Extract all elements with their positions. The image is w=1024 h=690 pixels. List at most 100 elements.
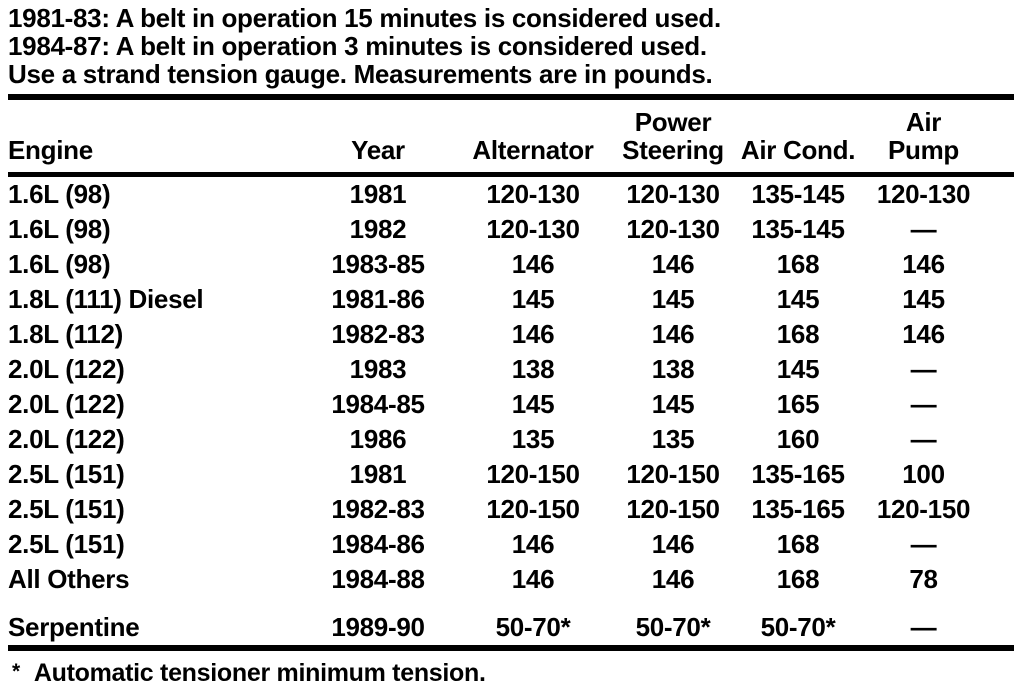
- table-cell: 1981: [349, 179, 407, 209]
- table-cell: 135: [511, 424, 555, 454]
- table-cell: —: [910, 424, 937, 454]
- table-row: 1.8L (112) 1982-83 146 146 168 146: [8, 317, 1014, 352]
- note-prefix-1: 1981-83:: [8, 3, 110, 33]
- table-cell: 120-150: [626, 494, 720, 524]
- table-cell: 50-70*: [760, 612, 836, 642]
- table-cell: 1982: [349, 214, 407, 244]
- table-cell: 1981-86: [331, 284, 425, 314]
- table-cell: 135: [651, 424, 695, 454]
- table-cell: Serpentine: [8, 612, 140, 642]
- table-cell: —: [910, 612, 937, 642]
- table-cell: 146: [651, 564, 695, 594]
- table-cell: 146: [651, 249, 695, 279]
- table-cell: 50-70*: [495, 612, 571, 642]
- table-cell: 145: [651, 389, 695, 419]
- note-line-1: 1981-83: A belt in operation 15 minutes …: [8, 4, 1014, 32]
- table-cell: 135-145: [751, 214, 845, 244]
- table-cell: 1.8L (111) Diesel: [8, 284, 204, 314]
- table-cell: 1984-86: [331, 529, 425, 559]
- table-cell: 1982-83: [331, 319, 425, 349]
- table-cell: 160: [776, 424, 820, 454]
- table-cell: 145: [511, 389, 555, 419]
- table-row: 2.0L (122) 1984-85 145 145 165 —: [8, 387, 1014, 422]
- note-line-2: 1984-87: A belt in operation 3 minutes i…: [8, 32, 1014, 60]
- table-cell: 145: [651, 284, 695, 314]
- table-cell: 1984-85: [331, 389, 425, 419]
- table-cell: 120-150: [876, 494, 971, 524]
- footnote: * Automatic tensioner minimum tension.: [8, 658, 1014, 687]
- note-text-1: A belt in operation 15 minutes is consid…: [115, 3, 722, 33]
- belt-tension-table: Engine Year Alternator Power Steering Air Con…: [8, 94, 1014, 651]
- table-cell: 1983-85: [331, 249, 425, 279]
- footnote-star: *: [12, 660, 20, 683]
- table-cell: 2.5L (151): [8, 494, 125, 524]
- table-cell: 120-150: [486, 459, 580, 489]
- table-cell: 2.0L (122): [8, 389, 125, 419]
- table-cell: 2.0L (122): [8, 424, 125, 454]
- table-cell: 1.6L (98): [8, 214, 111, 244]
- table-row: 2.5L (151) 1984-86 146 146 168 —: [8, 527, 1014, 562]
- table-cell: —: [910, 354, 937, 384]
- table-cell: 1.8L (112): [8, 319, 124, 349]
- table-cell: 146: [511, 564, 555, 594]
- table-cell: 120-130: [876, 179, 971, 209]
- table-cell: 120-130: [486, 214, 580, 244]
- note-prefix-2: 1984-87:: [8, 31, 110, 61]
- table-cell: 1983: [349, 354, 407, 384]
- table-cell: 135-145: [751, 179, 845, 209]
- table-row: 1.6L (98) 1983-85 146 146 168 146: [8, 247, 1014, 282]
- table-row: 2.0L (122) 1983 138 138 145 —: [8, 352, 1014, 387]
- table-cell: —: [910, 529, 937, 559]
- table-cell: 2.0L (122): [8, 354, 125, 384]
- table-body: 1.6L (98) 1981 120-130 120-130 135-145 120-13…: [8, 175, 1014, 649]
- table-cell: 146: [651, 529, 695, 559]
- note-text-2: A belt in operation 3 minutes is conside…: [115, 31, 707, 61]
- table-row: 1.8L (111) Diesel 1981-86 145 145 145 145: [8, 282, 1014, 317]
- table-cell: 1982-83: [331, 494, 425, 524]
- table-cell: 1.6L (98): [8, 249, 111, 279]
- table-row: 1.6L (98) 1981 120-130 120-130 135-145 120-13…: [8, 175, 1014, 213]
- table-cell: 146: [651, 319, 695, 349]
- table-cell: 120-130: [626, 179, 720, 209]
- table-cell: 145: [776, 354, 820, 384]
- table-cell: 120-150: [626, 459, 720, 489]
- table-cell: —: [910, 389, 937, 419]
- table-cell: 138: [511, 354, 555, 384]
- table-cell: 1.6L (98): [8, 179, 111, 209]
- table-cell: 2.5L (151): [8, 529, 125, 559]
- table-row: 2.0L (122) 1986 135 135 160 —: [8, 422, 1014, 457]
- table-cell: 2.5L (151): [8, 459, 125, 489]
- table-cell: 145: [902, 284, 945, 314]
- table-cell: 168: [776, 529, 820, 559]
- column-header: Power Steering: [613, 97, 733, 177]
- table-row: 2.5L (151) 1981 120-150 120-150 135-165 100: [8, 457, 1014, 492]
- column-header: Air Cond.: [733, 97, 863, 177]
- footnote-text: Automatic tensioner minimum tension.: [33, 659, 486, 687]
- note-line-3: Use a strand tension gauge. Measurements…: [8, 60, 1014, 88]
- table-cell: 145: [776, 284, 820, 314]
- note-text-3: Use a strand tension gauge. Measurements…: [8, 59, 713, 89]
- table-cell: 135-165: [751, 459, 845, 489]
- column-header: Air Pump: [863, 97, 1014, 177]
- table-cell: 168: [776, 249, 820, 279]
- table-cell: 135-165: [751, 494, 845, 524]
- table-cell: 165: [776, 389, 820, 419]
- table-row: 1.6L (98) 1982 120-130 120-130 135-145 —: [8, 212, 1014, 247]
- table-cell: 120-150: [486, 494, 580, 524]
- table-cell: 146: [511, 529, 555, 559]
- table-cell: 146: [902, 249, 945, 279]
- table-cell: All Others: [8, 564, 130, 594]
- table-cell: 146: [902, 319, 945, 349]
- table-cell: —: [910, 214, 937, 244]
- table-cell: 138: [651, 354, 695, 384]
- table-cell: 145: [511, 284, 555, 314]
- table-cell: 1981: [349, 459, 407, 489]
- table-cell: 78: [909, 564, 938, 594]
- column-header: Year: [303, 97, 453, 177]
- table-cell: 100: [902, 459, 945, 489]
- table-row: Serpentine 1989-90 50-70* 50-70* 50-70* —: [8, 597, 1014, 648]
- notes-block: 1981-83: A belt in operation 15 minutes …: [8, 4, 1014, 88]
- table-cell: 1986: [349, 424, 407, 454]
- table-cell: 146: [511, 249, 555, 279]
